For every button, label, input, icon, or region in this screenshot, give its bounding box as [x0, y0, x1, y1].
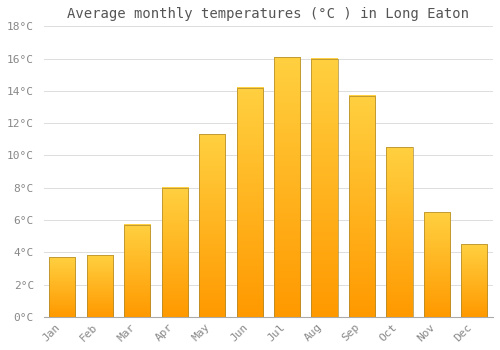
- Bar: [86, 256, 113, 317]
- Bar: [162, 188, 188, 317]
- Bar: [50, 257, 76, 317]
- Bar: [124, 225, 150, 317]
- Bar: [236, 88, 262, 317]
- Bar: [312, 58, 338, 317]
- Bar: [424, 212, 450, 317]
- Bar: [274, 57, 300, 317]
- Bar: [386, 147, 412, 317]
- Title: Average monthly temperatures (°C ) in Long Eaton: Average monthly temperatures (°C ) in Lo…: [68, 7, 469, 21]
- Bar: [199, 134, 226, 317]
- Bar: [461, 244, 487, 317]
- Bar: [349, 96, 375, 317]
